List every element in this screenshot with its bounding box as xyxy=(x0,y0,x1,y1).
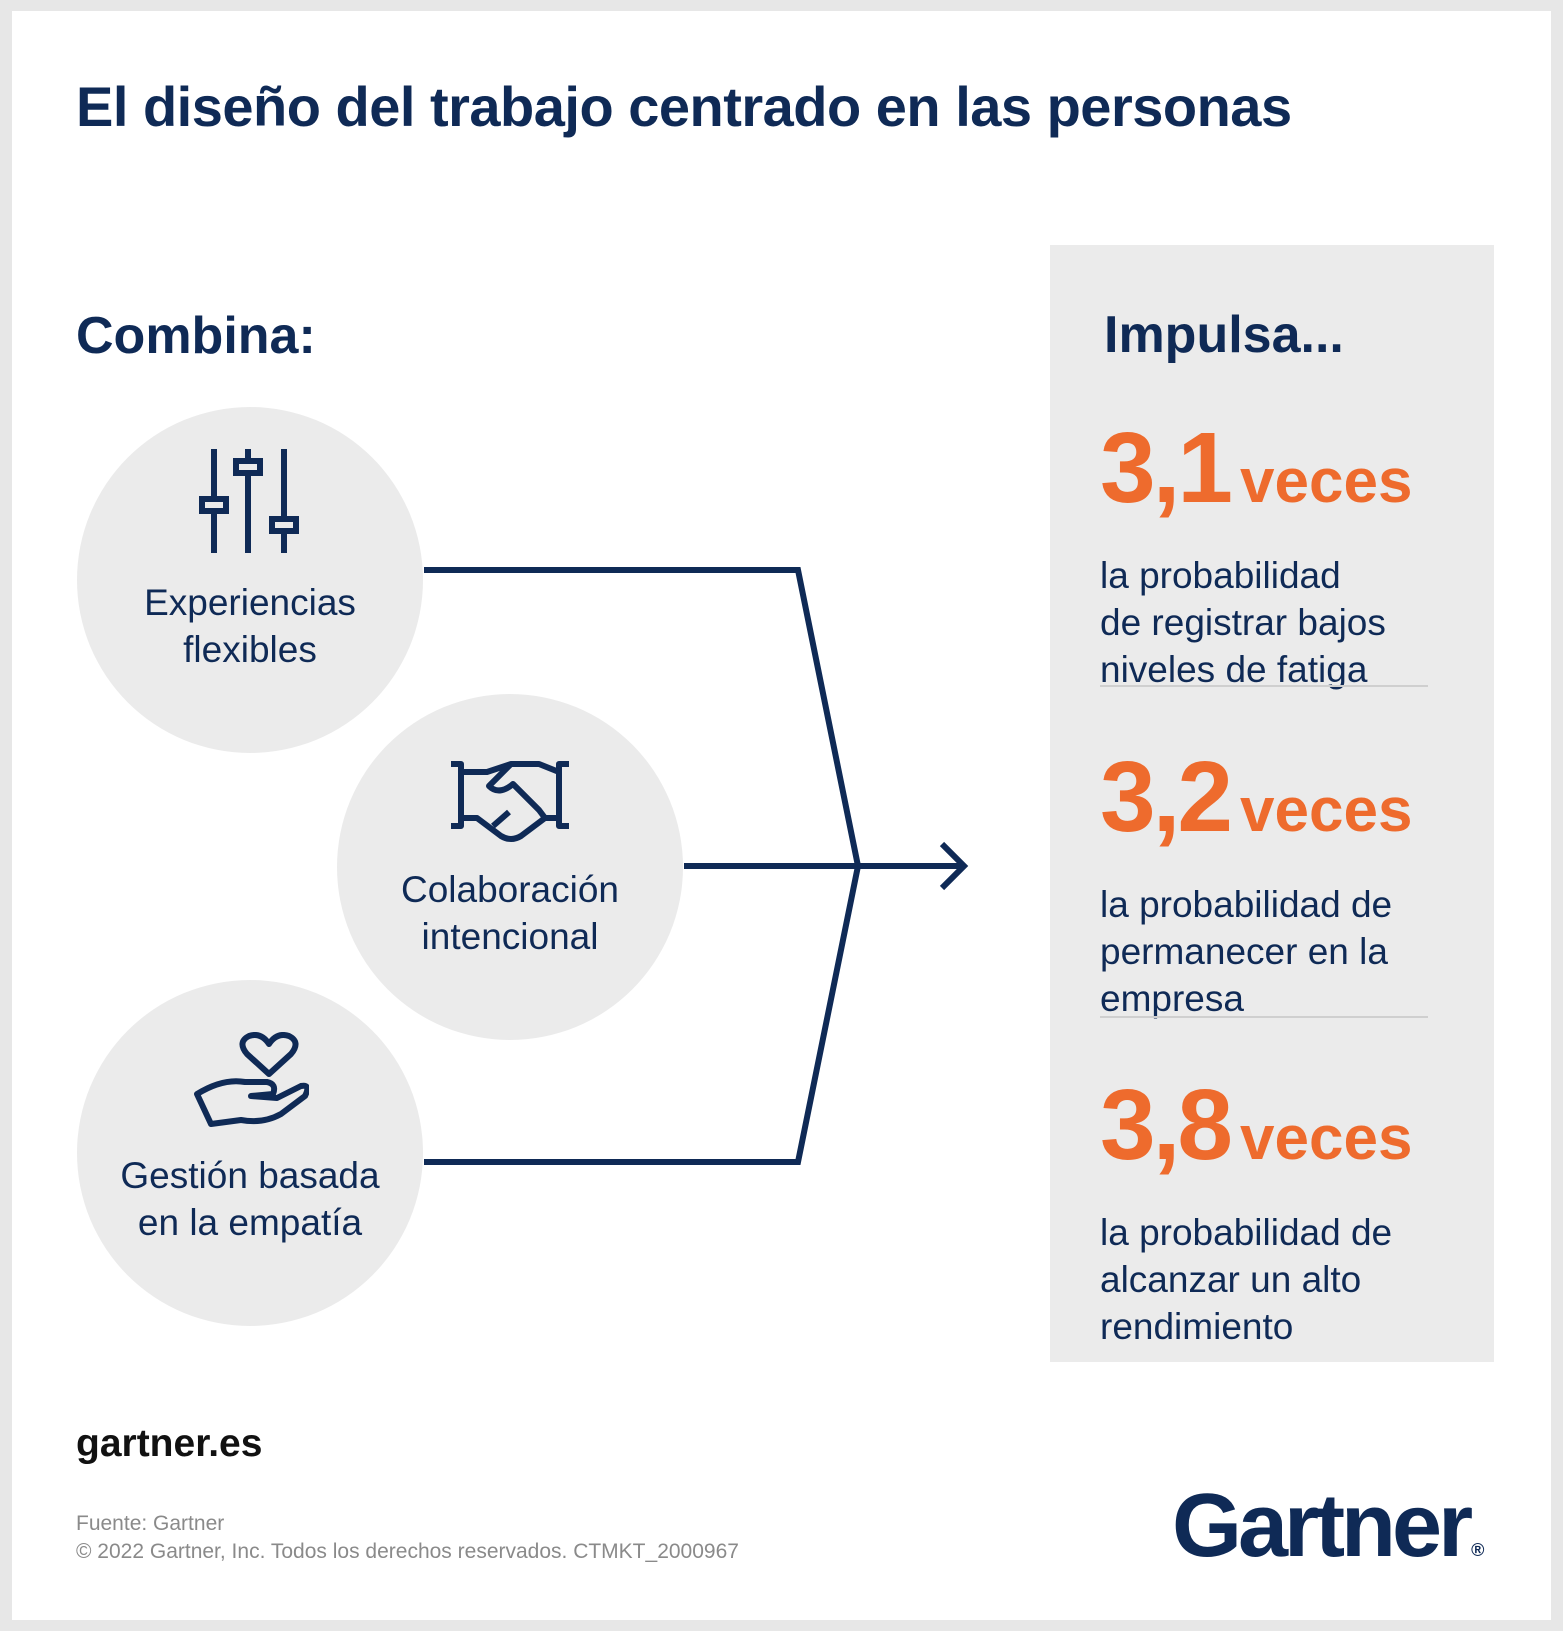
stat-unit: veces xyxy=(1240,1104,1413,1173)
hand-heart-icon xyxy=(194,1032,309,1127)
connector-top xyxy=(424,567,861,867)
stat-unit: veces xyxy=(1240,447,1413,516)
page-title: El diseño del trabajo centrado en las pe… xyxy=(76,75,1292,138)
site-link[interactable]: gartner.es xyxy=(76,1422,263,1465)
handshake-icon xyxy=(451,761,569,842)
stat-description: la probabilidad de alcanzar un alto rend… xyxy=(1100,1212,1393,1347)
arrowhead-icon xyxy=(939,841,969,891)
stat-fatigue: 3,1 veces la probabilidad de registrar ba… xyxy=(1100,418,1412,693)
stat-value: 3,2 xyxy=(1100,741,1233,853)
impulsa-heading: Impulsa... xyxy=(1104,306,1344,364)
stat-value: 3,8 xyxy=(1100,1069,1233,1181)
sliders-icon xyxy=(199,449,299,553)
stat-divider xyxy=(1100,685,1428,687)
combina-heading: Combina: xyxy=(76,307,316,365)
stat-retention: 3,2 veces la probabilidad de permanecer e… xyxy=(1100,747,1412,1022)
combina-item-label: Colaboración intencional xyxy=(400,869,620,957)
stat-unit: veces xyxy=(1240,776,1413,845)
combina-item-flexible: Experiencias flexibles xyxy=(77,407,423,753)
stat-performance: 3,8 veces la probabilidad de alcanzar un … xyxy=(1100,1075,1412,1350)
combina-item-empathy: Gestión basada en la empatía xyxy=(77,980,423,1326)
source-line: Fuente: Gartner xyxy=(76,1512,225,1535)
impulsa-panel: Impulsa... 3,1 veces la probabilidad de r… xyxy=(1050,245,1494,1362)
registered-mark: ® xyxy=(1471,1540,1485,1560)
stat-description: la probabilidad de registrar bajos nivel… xyxy=(1100,555,1386,690)
stat-divider xyxy=(1100,1016,1428,1018)
source-note: Fuente: Gartner © 2022 Gartner, Inc. Tod… xyxy=(76,1510,739,1566)
connector-bottom xyxy=(424,865,861,1165)
combina-item-label: Experiencias flexibles xyxy=(144,582,356,670)
stat-value: 3,1 xyxy=(1100,412,1233,524)
combina-item-label: Gestión basada en la empatía xyxy=(120,1155,380,1243)
stat-description: la probabilidad de permanecer en la empr… xyxy=(1100,884,1393,1019)
combina-item-collaboration: Colaboración intencional xyxy=(337,694,683,1040)
copyright-line: © 2022 Gartner, Inc. Todos los derechos … xyxy=(76,1540,739,1563)
logo-text: Gartner xyxy=(1172,1476,1473,1576)
gartner-logo: Gartner ® xyxy=(1172,1475,1484,1578)
